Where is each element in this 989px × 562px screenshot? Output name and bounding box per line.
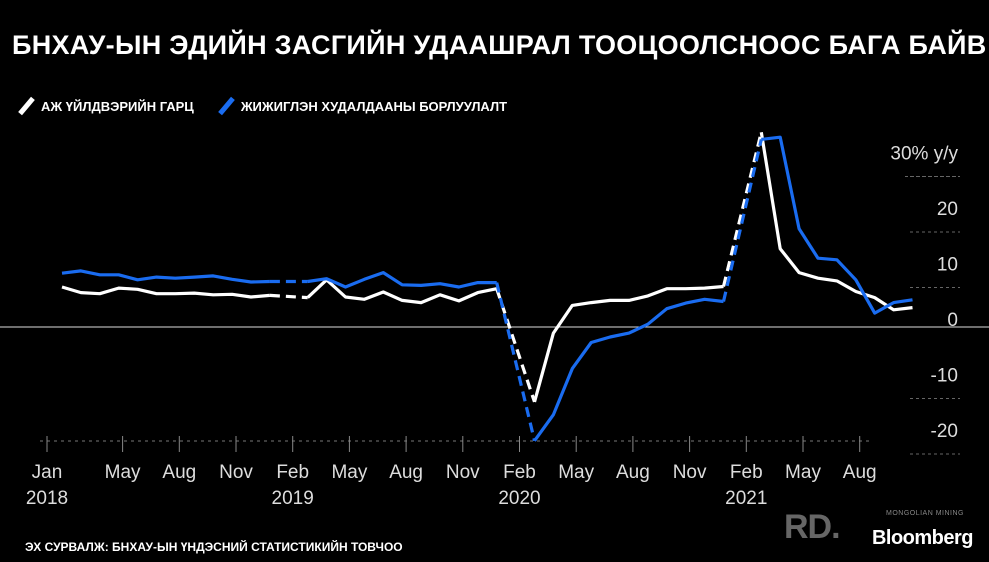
x-tick-label-5: May [331,462,367,483]
series-0-segment-2 [306,278,498,305]
x-tick-label-12: Feb [730,462,763,483]
rd-logo: RD. [784,508,841,546]
legend-item-industrial: АЖ ҮЙЛДВЭРИЙН ГАРЦ [18,96,194,116]
bloomberg-logo: Bloomberg [871,527,974,549]
x-year-label-12: 2021 [725,488,767,509]
x-year-label-8: 2020 [498,488,540,509]
series-1-segment-0 [61,269,270,284]
series-0-segment-5 [721,131,763,287]
x-tick-label-6: Aug [389,462,423,483]
x-tick-label-3: Nov [219,462,253,483]
x-tick-label-8: Feb [503,462,536,483]
x-tick-label-4: Feb [276,462,309,483]
series-1-segment-6 [761,135,913,315]
x-tick-label-14: Aug [843,462,877,483]
source-note: ЭХ СУРВАЛЖ: БНХАУ-ЫН ҮНДЭСНИЙ СТАТИСТИКИ… [25,540,403,554]
x-tick-label-11: Nov [673,462,707,483]
series-1-segment-3 [495,282,537,442]
y-tick-label-1: 20 [937,199,958,220]
legend: АЖ ҮЙЛДВЭРИЙН ГАРЦ ЖИЖИГЛЭН ХУДАЛДААНЫ Б… [18,96,533,116]
x-tick-label-7: Nov [446,462,480,483]
x-tick-label-1: May [105,462,141,483]
x-tick-label-0: Jan [32,462,63,483]
mongolian-mining-logo: MONGOLIAN MINING [886,510,965,517]
y-tick-label-4: -10 [931,366,958,387]
series-0-segment-4 [532,284,724,403]
chart-title: БНХАУ-ЫН ЭДИЙН ЗАСГИЙН УДААШРАЛ ТООЦООЛС… [12,30,987,60]
x-tick-label-2: Aug [162,462,196,483]
y-tick-label-5: -20 [931,421,958,442]
x-tick-label-10: Aug [616,462,650,483]
x-tick-label-13: May [785,462,821,483]
legend-label-retail: ЖИЖИГЛЭН ХУДАЛДААНЫ БОРЛУУЛАЛТ [240,98,508,114]
series-1-segment-2 [307,271,497,289]
y-tick-label-0: 30% y/y [890,144,958,165]
series-1-segment-4 [533,297,724,442]
x-year-label-4: 2019 [272,488,314,509]
series-0-segment-1 [269,293,308,300]
x-year-label-0: 2018 [26,488,68,509]
series-1-segment-5 [721,139,763,302]
x-tick-label-9: May [558,462,594,483]
series-0-segment-0 [61,285,271,299]
y-tick-label-3: 0 [947,310,958,331]
legend-label-industrial: АЖ ҮЙЛДВЭРИЙН ГАРЦ [41,98,194,114]
y-tick-label-2: 10 [937,255,958,276]
legend-item-retail: ЖИЖИГЛЭН ХУДАЛДААНЫ БОРЛУУЛАЛТ [217,96,508,116]
